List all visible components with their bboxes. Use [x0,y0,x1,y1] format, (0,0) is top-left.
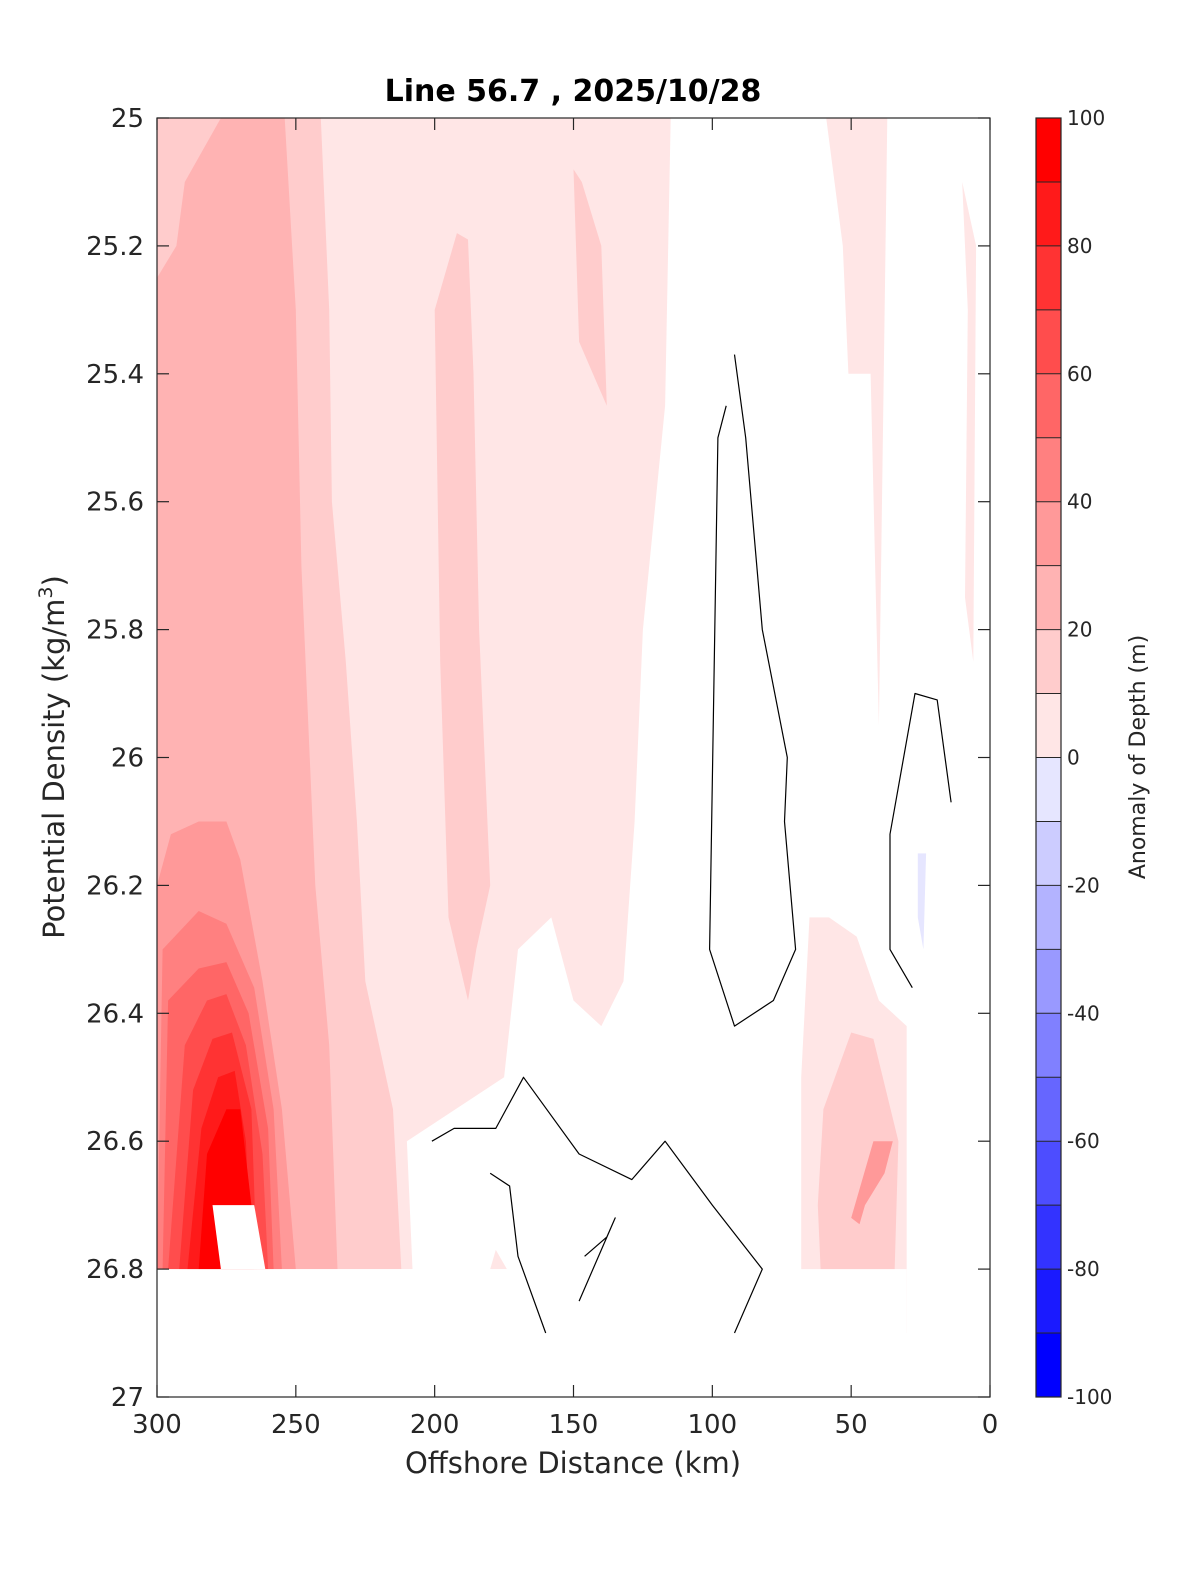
y-tick-label-2: 25.4 [86,360,144,390]
axis-ticks: 300 250 200 150 100 50 0 25 25.2 25.4 25.6 25.8 26 26… [86,104,998,1440]
y-axis-label-main: Potential Density (kg/m [37,599,71,939]
colorbar-label: Anomaly of Depth (m) [1126,635,1151,879]
y-axis-label-close: ) [37,575,71,586]
zero-contour-lines [431,354,952,1334]
x-tick-label-2: 200 [410,1410,460,1440]
colorbar-swatch-13 [1036,949,1061,1014]
y-tick-label-0: 25 [111,104,144,134]
colorbar-tick-label-4: 20 [1067,618,1092,642]
colorbar-tick-label-10: -100 [1067,1385,1112,1409]
contour-line-0 [708,354,797,1027]
y-tick-label-7: 26.4 [86,999,144,1029]
colorbar-swatch-6 [1036,501,1061,567]
chart-title: Line 56.7 , 2025/10/28 [385,74,762,109]
y-tick-label-4: 25.8 [86,616,144,646]
contour-line-1 [889,692,952,989]
colorbar-swatch-15 [1036,1077,1061,1142]
colorbar-swatch-9 [1036,693,1061,758]
colorbar-swatch-17 [1036,1205,1061,1270]
colorbar-swatch-16 [1036,1141,1061,1206]
y-axis-label: Potential Density (kg/m3) [35,575,71,939]
contour-fill-4 [490,1249,507,1270]
y-tick-label-5: 26 [111,744,144,774]
colorbar-swatch-5 [1036,437,1061,503]
colorbar-swatch-10 [1036,757,1061,822]
colorbar-frame [1035,117,1062,1398]
colorbar-swatch-0 [1036,118,1061,183]
colorbar-swatch-7 [1036,565,1061,631]
colorbar-swatch-3 [1036,309,1061,375]
colorbar-swatch-12 [1036,885,1061,950]
colorbar-tick-label-3: 40 [1067,490,1092,514]
y-tick-label-3: 25.6 [86,488,144,518]
colorbar-swatch-11 [1036,821,1061,886]
y-tick-label-1: 25.2 [86,232,144,262]
x-tick-label-0: 300 [132,1410,182,1440]
colorbar-swatch-14 [1036,1013,1061,1078]
x-tick-label-1: 250 [271,1410,321,1440]
colorbar-tick-label-9: -80 [1067,1257,1100,1281]
colorbar: 100 80 60 40 20 0 -20 -40 -60 -80 -100 [1035,106,1112,1409]
colorbar-swatch-2 [1036,245,1061,311]
y-tick-label-6: 26.2 [86,871,144,901]
colorbar-swatch-4 [1036,373,1061,439]
colorbar-tick-label-2: 60 [1067,362,1092,386]
contour-fill-2 [962,182,977,662]
colorbar-swatch-19 [1036,1333,1061,1398]
x-tick-label-3: 150 [549,1410,599,1440]
x-axis-label: Offshore Distance (km) [405,1446,741,1480]
x-tick-label-4: 100 [688,1410,738,1440]
filled-contours [157,118,990,1397]
colorbar-tick-label-8: -60 [1067,1129,1100,1153]
contour-fill-18 [157,1269,990,1397]
y-tick-label-10: 27 [111,1383,144,1413]
x-tick-label-6: 0 [982,1410,999,1440]
colorbar-tick-label-5: 0 [1067,746,1080,770]
contour-fill-1 [826,118,888,726]
contour-fill-6 [434,233,491,1001]
contour-fill-20 [917,853,927,950]
x-tick-label-5: 50 [835,1410,868,1440]
colorbar-tick-label-1: 80 [1067,234,1092,258]
colorbar-tick-label-0: 100 [1067,106,1105,130]
contour-line-3 [489,1172,547,1334]
y-axis-label-sup: 3 [35,586,57,598]
colorbar-swatch-18 [1036,1269,1061,1334]
colorbar-swatch-8 [1036,629,1061,695]
contour-fill-19 [212,1205,266,1270]
contour-line-2 [431,1076,763,1334]
contour-fill-7 [573,169,607,406]
colorbar-tick-label-7: -40 [1067,1001,1100,1025]
y-tick-label-9: 26.8 [86,1255,144,1285]
contour-fill-8 [817,1032,899,1333]
colorbar-tick-label-6: -20 [1067,873,1100,897]
colorbar-swatch-1 [1036,181,1061,247]
contour-line-4 [578,1217,616,1302]
contour-fill-11 [851,1141,893,1225]
y-tick-label-8: 26.6 [86,1127,144,1157]
